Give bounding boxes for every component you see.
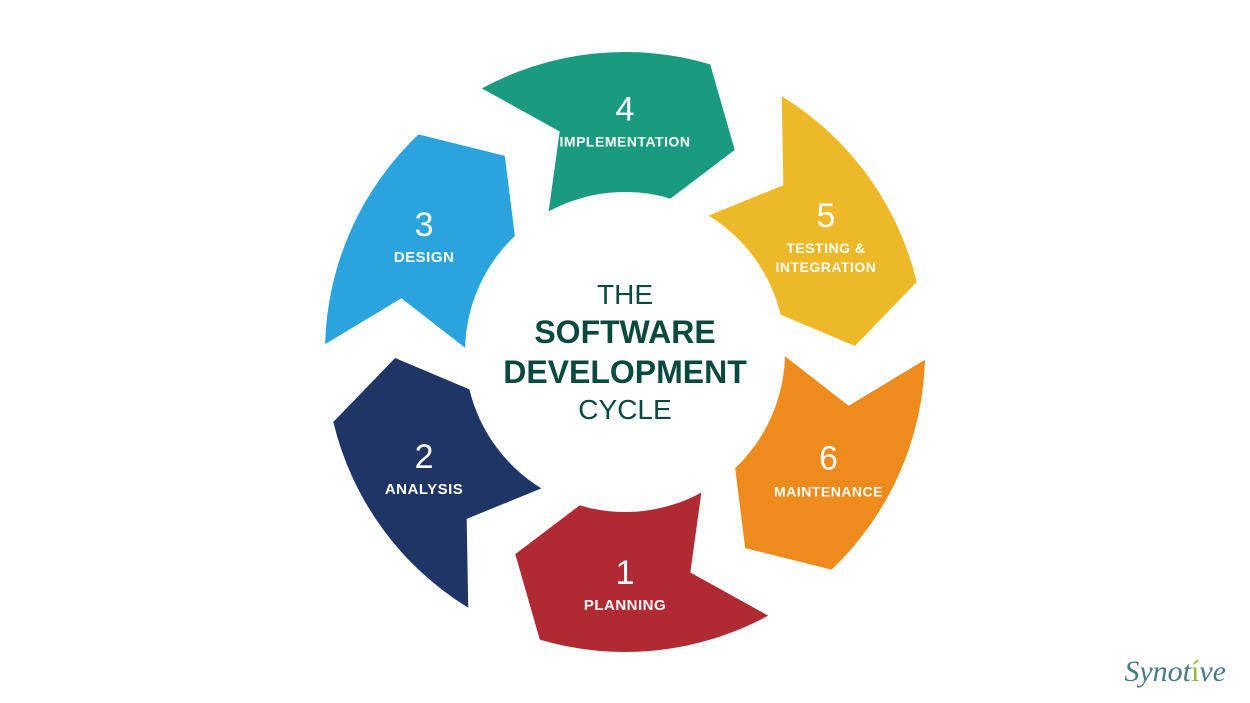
segment-text: IMPLEMENTATION [560,133,691,152]
segment-label-6: 6MAINTENANCE [774,437,883,502]
center-line-2: SOFTWARE [503,312,747,352]
center-title: THE SOFTWARE DEVELOPMENT CYCLE [503,277,747,427]
segment-label-5: 5TESTING & INTEGRATION [775,194,876,278]
segment-label-2: 2ANALYSIS [385,434,463,500]
segment-number: 2 [385,434,463,480]
segment-label-1: 1PLANNING [584,550,666,616]
segment-text: TESTING & INTEGRATION [775,240,876,278]
segment-label-4: 4IMPLEMENTATION [560,87,691,152]
center-line-3: DEVELOPMENT [503,352,747,392]
segment-number: 3 [394,202,455,248]
center-line-4: CYCLE [503,392,747,427]
segment-number: 6 [774,437,883,483]
segment-text: MAINTENANCE [774,483,883,502]
brand-logo: Synotíve [1124,655,1226,689]
segment-text: PLANNING [584,596,666,616]
cycle-diagram: THE SOFTWARE DEVELOPMENT CYCLE 1PLANNING… [325,52,925,652]
segment-text: ANALYSIS [385,480,463,500]
segment-text: DESIGN [394,248,455,268]
segment-number: 1 [584,550,666,596]
segment-number: 4 [560,87,691,133]
brand-pre: Synot [1124,655,1191,688]
center-line-1: THE [503,277,747,312]
brand-post: ve [1199,655,1226,688]
segment-number: 5 [775,194,876,240]
segment-label-3: 3DESIGN [394,202,455,268]
